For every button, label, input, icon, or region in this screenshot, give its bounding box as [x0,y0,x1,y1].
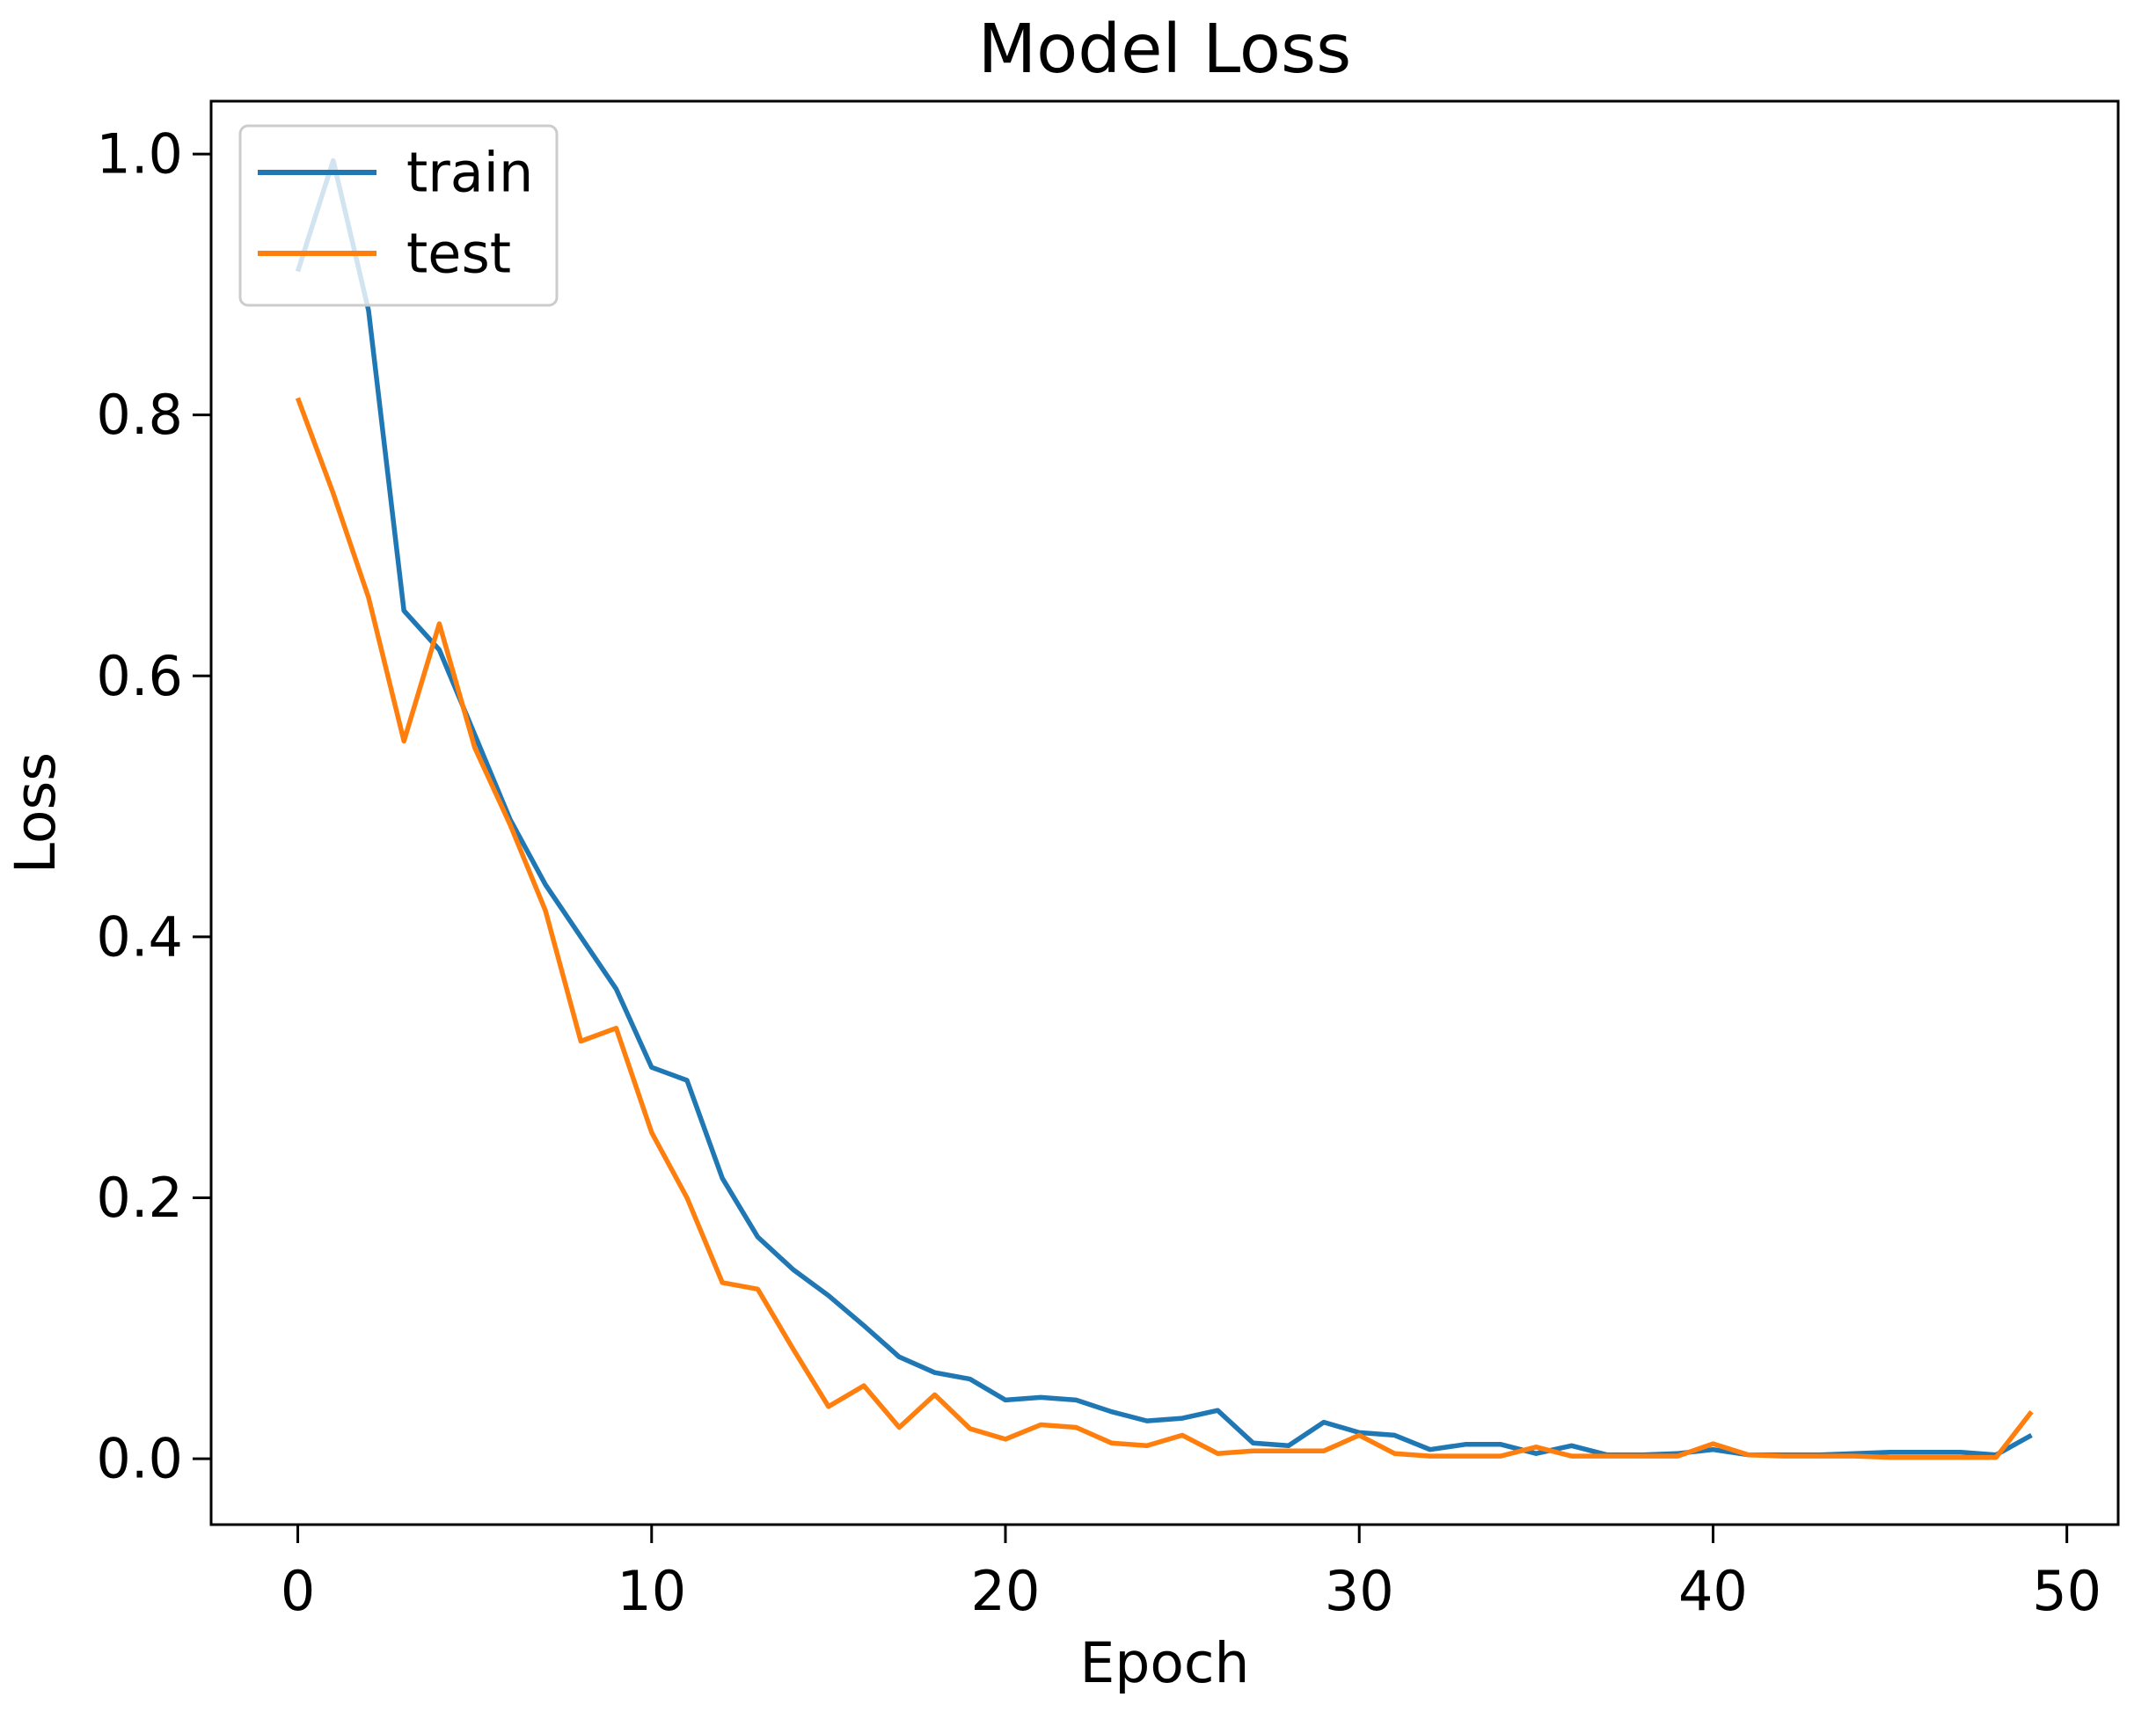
x-tick-label: 20 [971,1559,1041,1623]
plot-area-border [209,99,2120,1526]
chart-title: Model Loss [978,11,1352,89]
y-tick-label: 0.6 [96,644,183,708]
series-layer [295,157,2034,1460]
axes-layer: 0 10 20 30 40 50 0.0 0.2 0.4 0.6 0.8 1.0 [96,99,2120,1623]
legend-label-train: train [406,141,533,205]
test-line [295,397,2034,1460]
x-tick-label: 10 [617,1559,686,1623]
x-tick-label: 0 [281,1559,315,1623]
x-tick-label: 50 [2032,1559,2101,1623]
y-tick-label: 0.8 [96,383,183,447]
train-line [295,157,2033,1458]
y-tick-label: 1.0 [96,122,183,187]
x-tick-label: 30 [1325,1559,1394,1623]
y-tick-label: 0.4 [96,904,183,969]
x-tick-label: 40 [1678,1559,1748,1623]
y-axis-label: Loss [4,752,68,874]
y-tick-label: 0.2 [96,1166,183,1230]
x-axis-label: Epoch [1080,1631,1250,1695]
legend-label-test: test [406,222,511,286]
legend: train test [238,124,559,307]
y-tick-label: 0.0 [96,1427,183,1491]
